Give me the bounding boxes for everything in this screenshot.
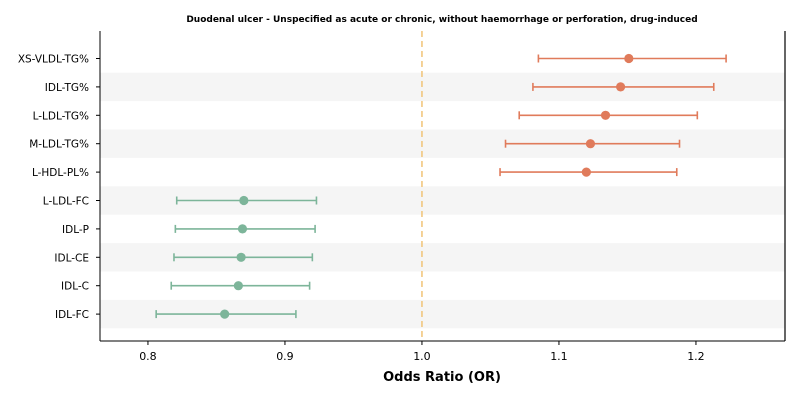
y-tick-label: L-LDL-TG% (33, 110, 89, 122)
forest-row (175, 195, 318, 206)
forest-row (532, 82, 715, 92)
y-tick-label: IDL-CE (54, 252, 89, 264)
point-estimate (237, 224, 248, 234)
forest-row (499, 167, 678, 177)
forest-row (518, 110, 699, 120)
x-tick-label: 0.9 (276, 350, 294, 363)
x-axis-label: Odds Ratio (OR) (383, 370, 501, 385)
forest-row (537, 53, 727, 64)
y-tick-label: M-LDL-TG% (29, 139, 89, 151)
data-marks (155, 53, 727, 319)
x-tick-label: 1.1 (550, 350, 568, 363)
y-tick-label: L-HDL-PL% (32, 167, 89, 179)
point-estimate (624, 53, 634, 64)
row-band (100, 129, 785, 158)
y-tick-label: XS-VLDL-TG% (18, 54, 89, 66)
point-estimate (585, 139, 596, 149)
point-estimate (233, 281, 243, 291)
y-tick-label: IDL-TG% (45, 82, 89, 94)
x-tick-label: 0.8 (139, 350, 157, 363)
x-tick-label: 1.0 (413, 350, 431, 363)
point-estimate (220, 309, 230, 319)
y-tick-label: L-LDL-FC (43, 196, 89, 208)
point-estimate (600, 110, 611, 120)
forest-row (173, 252, 314, 262)
y-tick-label: IDL-C (61, 281, 89, 293)
forest-row (504, 139, 681, 149)
forest-row (155, 309, 297, 319)
forest-row (174, 224, 316, 234)
axes: XS-VLDL-TG% IDL-TG% L-LDL-TG% M-LDL-TG% L-HD… (18, 31, 786, 363)
point-estimate (581, 167, 591, 177)
y-tick-label: IDL-FC (55, 309, 89, 321)
chart-title: Duodenal ulcer - Unspecified as acute or… (186, 15, 697, 25)
point-estimate (616, 82, 626, 92)
forest-row (170, 281, 311, 291)
point-estimate (239, 195, 249, 206)
x-tick-label: 1.2 (687, 350, 705, 363)
y-tick-label: IDL-P (62, 224, 89, 236)
point-estimate (236, 252, 246, 262)
